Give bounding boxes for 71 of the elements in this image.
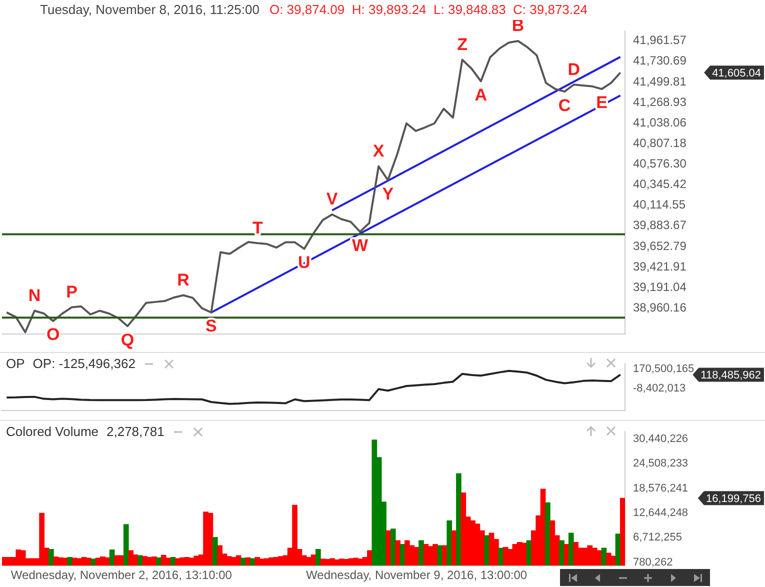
bar: [316, 549, 321, 566]
x-tick-label: Wednesday, November 2, 2016, 13:10:00: [10, 568, 232, 582]
bar: [254, 556, 260, 566]
bar: [559, 540, 564, 566]
data-label: W: [352, 236, 369, 255]
data-label: N: [28, 286, 41, 305]
data-label: P: [66, 282, 78, 302]
data-label: Z: [457, 34, 468, 54]
data-label: X: [372, 141, 385, 160]
y-tick-label: 39,652.79: [633, 238, 687, 253]
y-tick-label: 39,191.04: [633, 280, 687, 294]
data-label: Y: [382, 184, 394, 204]
bar: [484, 535, 490, 566]
y-tick-label: 40,576.30: [633, 156, 687, 171]
data-label: Q: [120, 330, 134, 350]
data-label: T: [252, 218, 264, 238]
y-tick-label: 30,440,226: [633, 432, 688, 445]
data-label: C: [558, 96, 571, 115]
bar: [123, 524, 129, 566]
text: 118,485,962: [700, 370, 762, 382]
bar: [67, 556, 73, 566]
bar: [142, 556, 148, 566]
chart-subtitle: 2,278,781: [106, 424, 164, 439]
bar: [446, 520, 452, 566]
y-tick-label: 41,730.69: [633, 54, 687, 68]
y-tick-label: 780,262: [633, 556, 673, 568]
y-tick-label: 39,421.91: [633, 259, 687, 274]
y-tick-label: 41,961.57: [633, 33, 687, 48]
y-tick-label: 41,499.81: [633, 74, 687, 88]
bar: [620, 498, 625, 566]
bar: [498, 548, 504, 566]
bar: [390, 528, 396, 566]
bar: [90, 558, 96, 566]
data-label: V: [326, 190, 338, 209]
bar: [423, 544, 429, 566]
y-tick-label: 6,712,255: [633, 532, 682, 544]
bar: [573, 542, 578, 566]
bar: [53, 556, 59, 566]
chart-title: Tuesday, November 8, 2016, 11:25:00: [40, 2, 260, 17]
text: 41,605.04: [712, 68, 761, 80]
y-tick-label: 40,807.18: [633, 136, 687, 150]
y-tick-label: 41,268.93: [633, 94, 687, 109]
chart-subtitle: OP: -125,496,362: [32, 356, 136, 371]
y-tick-label: 40,114.55: [633, 198, 686, 212]
y-tick-label: 38,960.16: [633, 300, 687, 314]
bar: [601, 548, 607, 566]
bar: [109, 549, 115, 566]
bar: [48, 549, 54, 566]
bar: [156, 557, 162, 566]
data-label: D: [568, 60, 580, 79]
bar: [114, 555, 120, 566]
chart-title: Colored Volume: [6, 424, 98, 439]
bar: [395, 540, 400, 566]
x-tick-label: Wednesday, November 9, 2016, 13:00:00: [306, 568, 528, 582]
data-label: R: [177, 270, 190, 290]
data-label: O: [46, 325, 60, 344]
y-tick-label: 40,345.42: [633, 177, 687, 192]
bar: [245, 557, 251, 566]
y-tick-label: 12,644,248: [633, 507, 688, 520]
text: 16,199,756: [706, 493, 762, 506]
y-tick-label: 41,038.06: [633, 115, 687, 130]
y-tick-label: 170,500,165: [633, 362, 694, 375]
data-label: S: [206, 316, 217, 336]
y-tick-label: -8,402,013: [633, 382, 686, 395]
y-tick-label: 24,508,233: [633, 458, 688, 470]
bar: [320, 558, 326, 566]
data-label: A: [474, 85, 488, 104]
chart-title: OP: [6, 356, 25, 371]
y-tick-label: 39,883.67: [633, 218, 687, 232]
chart-subtitle: O: 39,874.09 H: 39,893.24 L: 39,848.83 C: 39,873.24: [269, 2, 588, 17]
y-tick-label: 18,576,241: [633, 482, 688, 494]
